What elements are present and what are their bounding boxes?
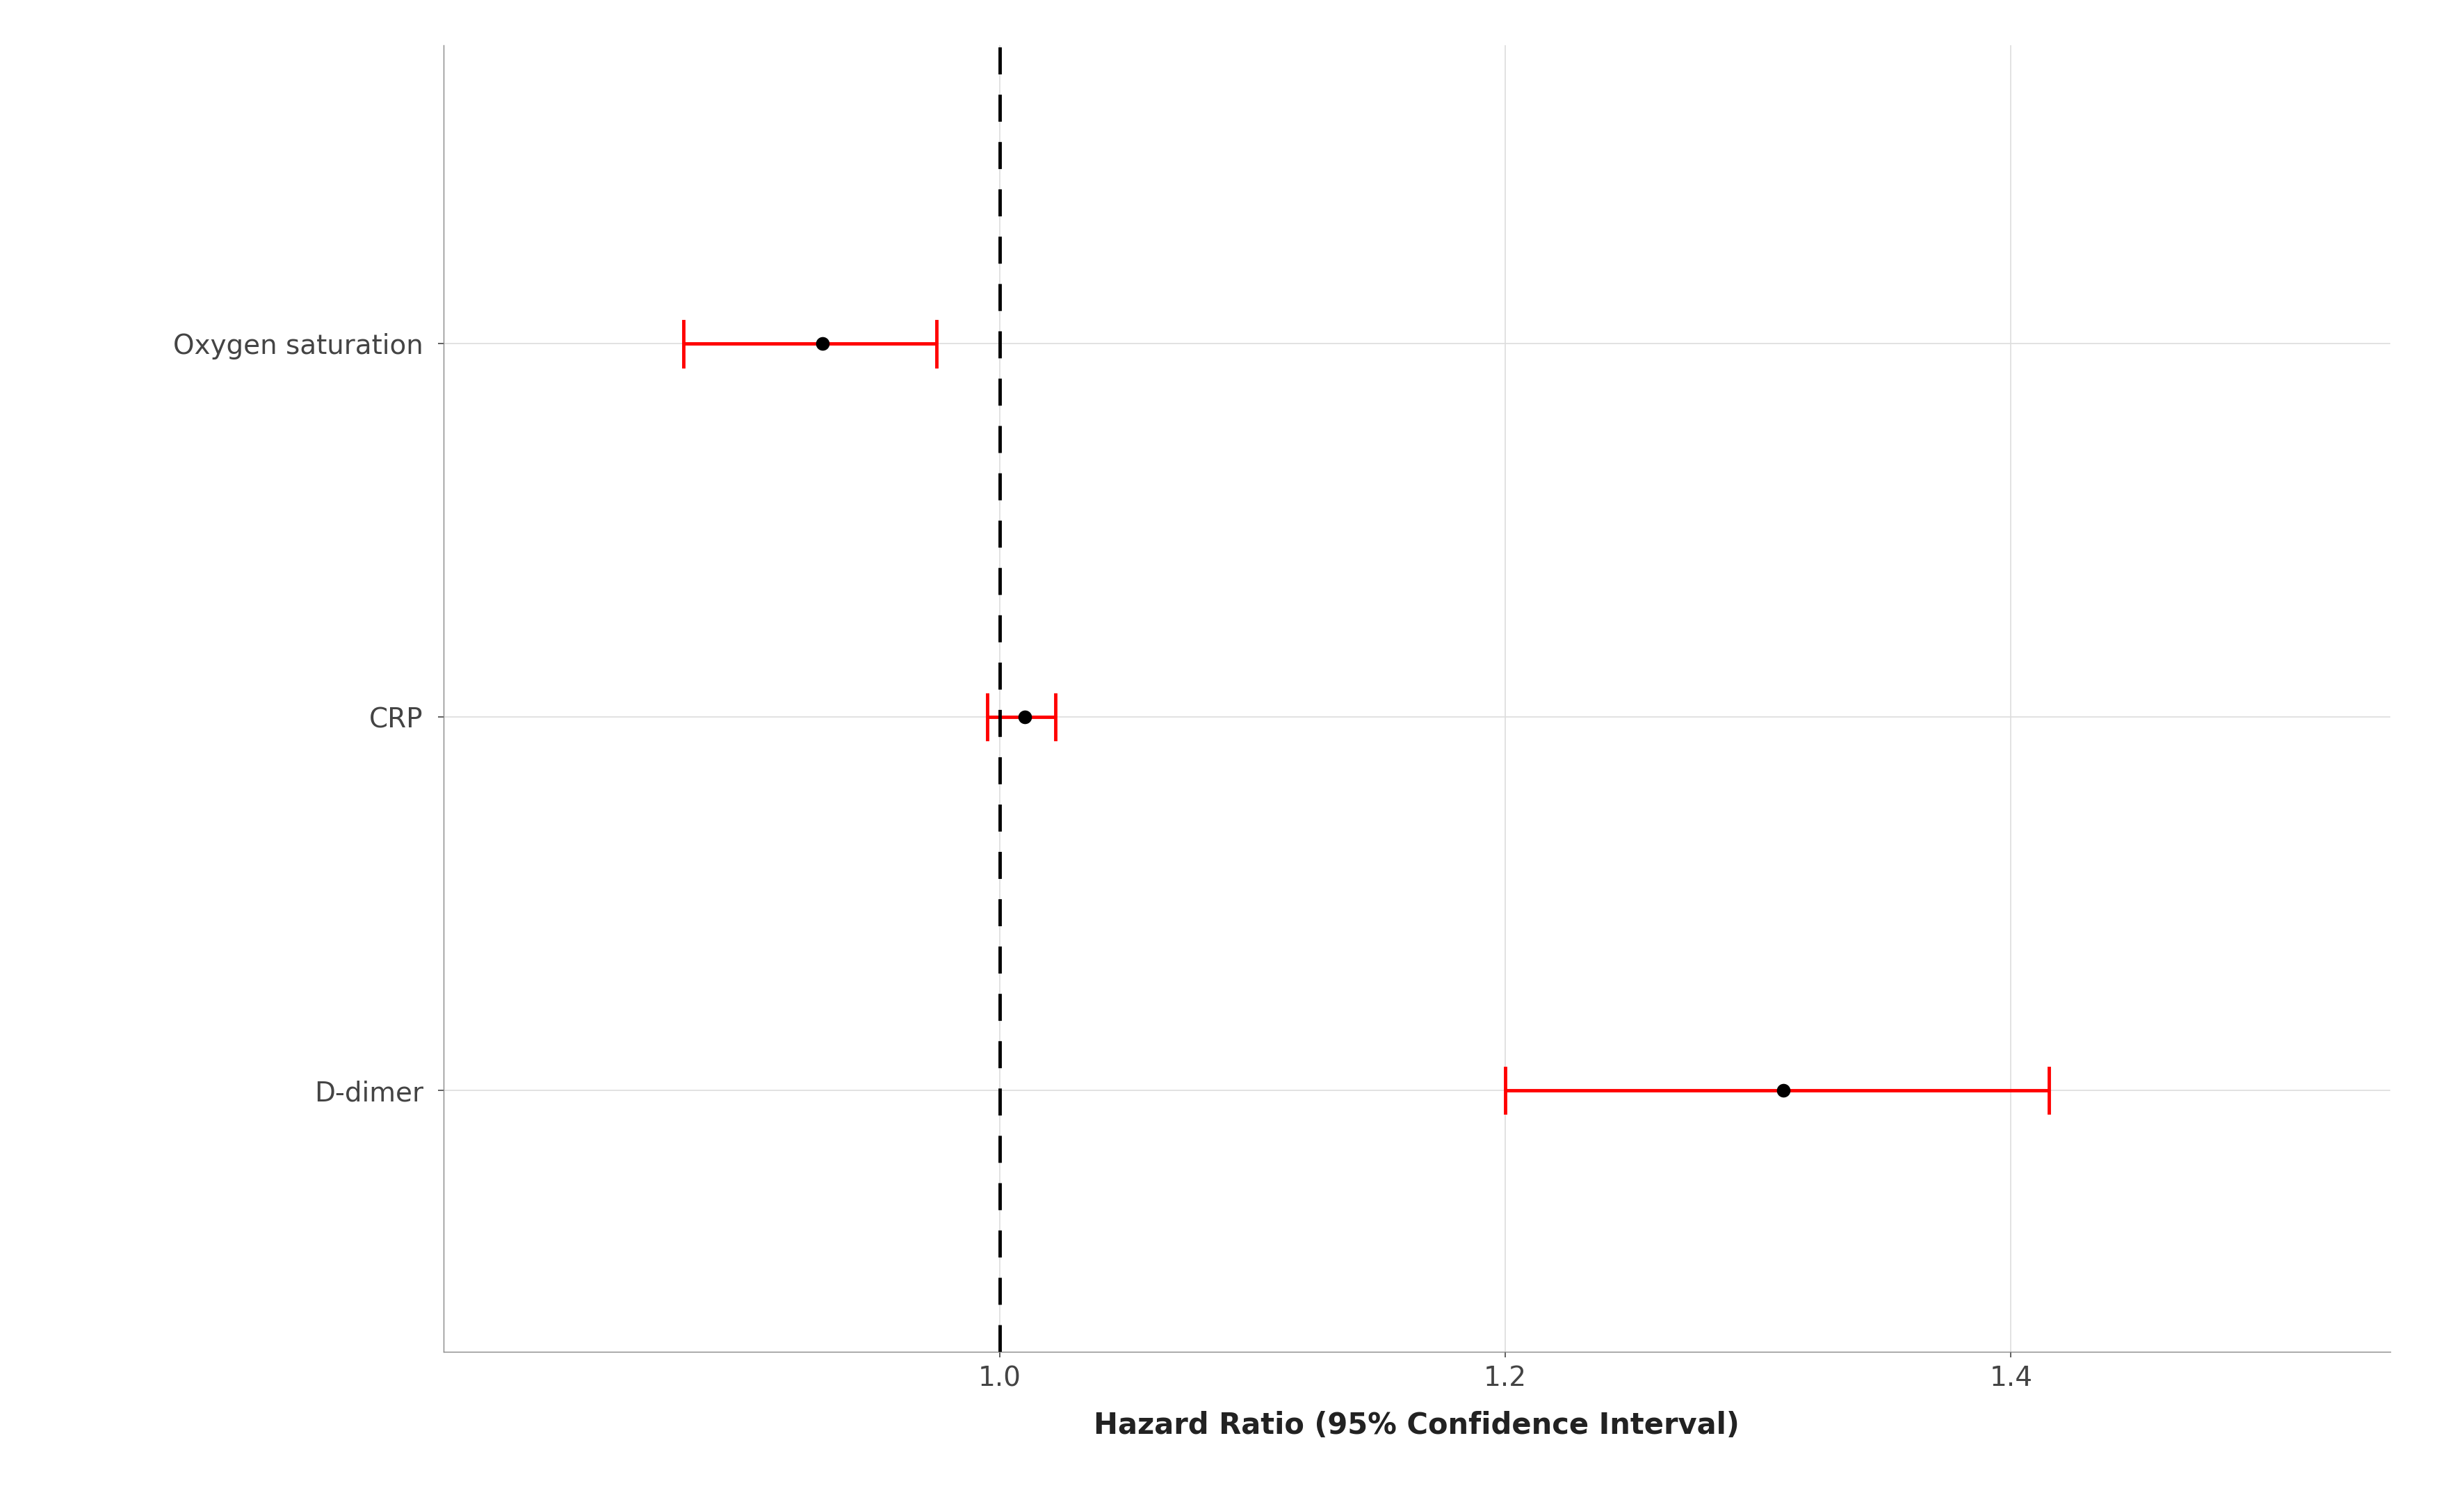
X-axis label: Hazard Ratio (95% Confidence Interval): Hazard Ratio (95% Confidence Interval) xyxy=(1094,1410,1740,1440)
Point xyxy=(1764,1078,1804,1102)
Point xyxy=(803,332,843,356)
Point xyxy=(1005,704,1045,728)
